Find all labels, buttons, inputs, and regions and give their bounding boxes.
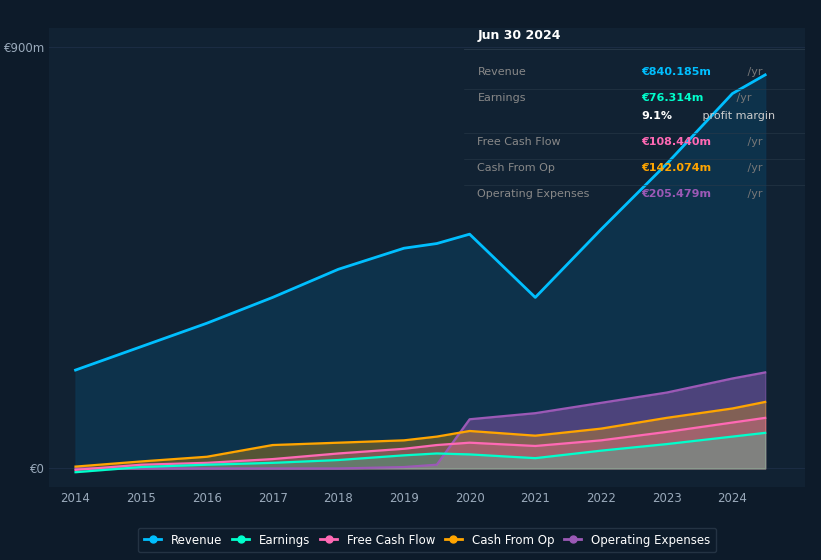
Text: €205.479m: €205.479m <box>641 189 711 199</box>
Text: /yr: /yr <box>744 137 763 147</box>
Text: profit margin: profit margin <box>699 111 775 121</box>
Text: 9.1%: 9.1% <box>641 111 672 121</box>
Text: €142.074m: €142.074m <box>641 163 711 173</box>
Text: /yr: /yr <box>732 94 751 103</box>
Text: Jun 30 2024: Jun 30 2024 <box>478 29 561 42</box>
Text: €108.440m: €108.440m <box>641 137 711 147</box>
Text: Operating Expenses: Operating Expenses <box>478 189 589 199</box>
Legend: Revenue, Earnings, Free Cash Flow, Cash From Op, Operating Expenses: Revenue, Earnings, Free Cash Flow, Cash … <box>138 528 716 553</box>
Text: Earnings: Earnings <box>478 94 526 103</box>
Text: /yr: /yr <box>744 67 763 77</box>
Text: Free Cash Flow: Free Cash Flow <box>478 137 561 147</box>
Text: Cash From Op: Cash From Op <box>478 163 555 173</box>
Text: /yr: /yr <box>744 189 763 199</box>
Text: €840.185m: €840.185m <box>641 67 711 77</box>
Text: €76.314m: €76.314m <box>641 94 704 103</box>
Text: /yr: /yr <box>744 163 763 173</box>
Text: Revenue: Revenue <box>478 67 526 77</box>
